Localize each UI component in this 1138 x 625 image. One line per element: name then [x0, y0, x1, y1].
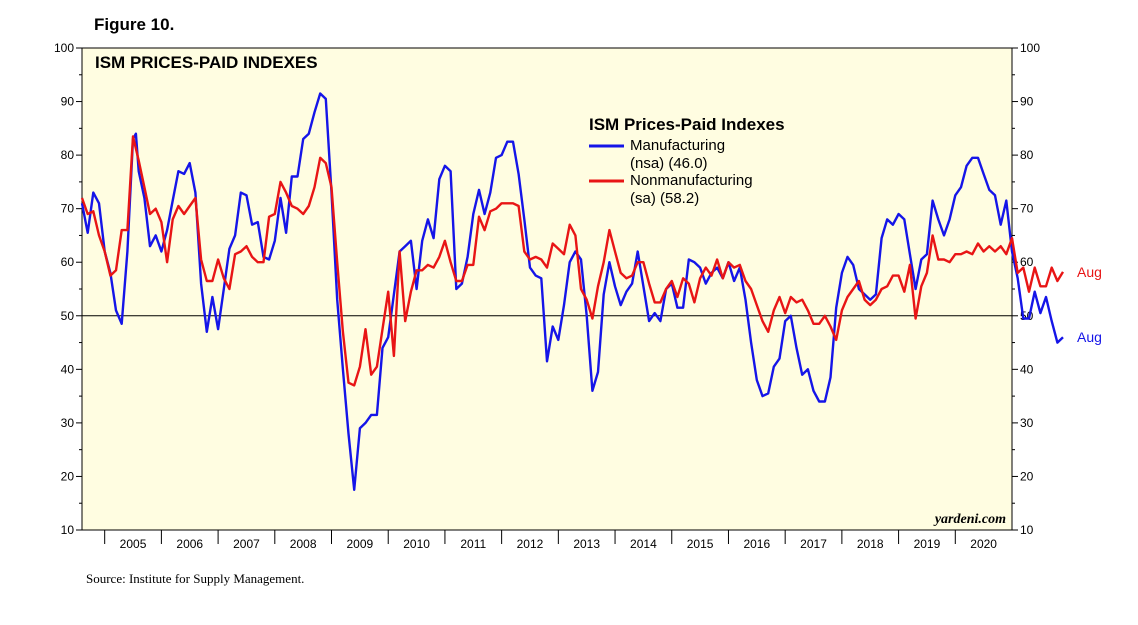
chart-title: ISM PRICES-PAID INDEXES	[95, 53, 318, 72]
x-tick-label: 2012	[517, 537, 544, 551]
y-tick-label-right: 30	[1020, 416, 1034, 430]
end-label-manufacturing: Aug	[1077, 329, 1102, 345]
y-tick-label-right: 10	[1020, 523, 1034, 537]
y-tick-label-left: 100	[54, 41, 74, 55]
y-tick-label-left: 60	[61, 255, 75, 269]
plot-area	[81, 47, 1013, 531]
x-tick-label: 2017	[800, 537, 827, 551]
x-tick-label: 2011	[460, 537, 486, 551]
x-tick-label: 2013	[573, 537, 600, 551]
y-tick-label-right: 40	[1020, 362, 1034, 376]
y-tick-label-right: 90	[1020, 95, 1034, 109]
y-tick-label-left: 30	[61, 416, 75, 430]
x-tick-label: 2008	[290, 537, 317, 551]
series-line-nonmanufacturing	[80, 135, 1065, 387]
end-label-nonmanufacturing: Aug	[1077, 264, 1102, 280]
legend-label-manufacturing: Manufacturing	[630, 137, 725, 154]
legend: ISM Prices-Paid Indexes Manufacturing (n…	[589, 115, 785, 207]
y-tick-label-right: 20	[1020, 469, 1034, 483]
x-tick-label: 2018	[857, 537, 884, 551]
y-tick-label-right: 100	[1020, 41, 1040, 55]
x-tick-label: 2015	[687, 537, 714, 551]
y-tick-label-right: 80	[1020, 148, 1034, 162]
x-tick-label: 2007	[233, 537, 260, 551]
legend-label-nonmanufacturing: Nonmanufacturing	[630, 172, 753, 189]
x-tick-label: 2009	[347, 537, 374, 551]
y-tick-label-left: 40	[61, 362, 75, 376]
legend-title: ISM Prices-Paid Indexes	[589, 115, 785, 134]
x-tick-label: 2014	[630, 537, 657, 551]
y-tick-label-right: 60	[1020, 255, 1034, 269]
y-tick-label-left: 50	[61, 309, 75, 323]
y-tick-label-left: 90	[61, 95, 75, 109]
y-tick-label-left: 20	[61, 469, 75, 483]
y-tick-label-left: 80	[61, 148, 75, 162]
x-tick-label: 2019	[914, 537, 941, 551]
legend-sub-nonmanufacturing: (sa) (58.2)	[630, 190, 699, 207]
y-tick-label-left: 70	[61, 202, 75, 216]
y-tick-label-right: 70	[1020, 202, 1034, 216]
series-group	[80, 92, 1065, 491]
legend-sub-manufacturing: (nsa) (46.0)	[630, 155, 708, 172]
x-tick-label: 2010	[403, 537, 430, 551]
figure-label: Figure 10.	[94, 15, 174, 34]
source-note: Source: Institute for Supply Management.	[86, 571, 304, 586]
watermark: yardeni.com	[933, 512, 1006, 527]
y-tick-label-left: 10	[61, 523, 75, 537]
x-tick-label: 2016	[743, 537, 770, 551]
series-line-manufacturing	[80, 92, 1064, 491]
x-tick-label: 2006	[176, 537, 203, 551]
x-tick-label: 2020	[970, 537, 997, 551]
x-tick-label: 2005	[120, 537, 147, 551]
